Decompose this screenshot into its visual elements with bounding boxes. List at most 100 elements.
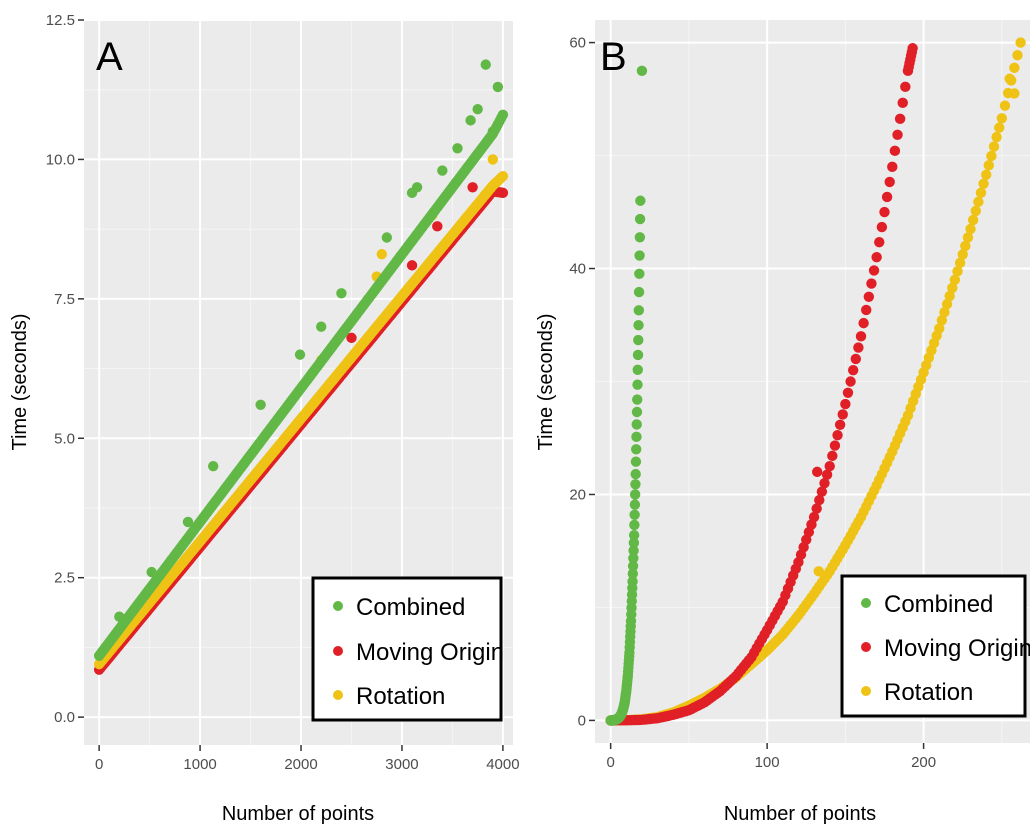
point-rotation	[1012, 50, 1023, 61]
panel-a-ticks: 0 1000 2000 3000 4000 0.0 2.5 5.0 7.5 10.0 12.5	[46, 12, 520, 773]
point-rotation	[980, 169, 992, 180]
panel-b-legend-label-moving-origin: Moving Origin	[884, 635, 1030, 662]
y-tick-label: 20	[569, 486, 586, 503]
point-combined	[631, 419, 642, 430]
point-moving-origin	[845, 376, 856, 387]
point-moving-origin	[496, 187, 507, 198]
panel-a-x-axis-title: Number of points	[222, 803, 374, 825]
point-moving-origin	[743, 655, 755, 666]
panel-a-grid	[84, 19, 513, 745]
point-combined	[480, 59, 491, 70]
y-tick-label: 0	[578, 712, 586, 729]
point-combined	[630, 456, 642, 467]
point-rotation	[813, 566, 824, 577]
point-moving-origin	[881, 191, 893, 203]
point-combined	[634, 250, 645, 261]
y-tick-label: 0.0	[54, 709, 75, 726]
point-rotation	[936, 315, 948, 326]
point-combined	[630, 468, 641, 480]
point-rotation	[947, 282, 958, 294]
point-rotation	[941, 298, 953, 310]
point-combined	[452, 143, 463, 154]
series-rotation	[93, 154, 509, 670]
point-rotation	[952, 266, 963, 277]
point-moving-origin	[811, 466, 823, 478]
panel-b-legend-label-combined: Combined	[884, 591, 993, 618]
panel-a-y-axis-title: Time (seconds)	[9, 313, 31, 450]
point-combined	[628, 529, 640, 541]
point-combined	[492, 81, 504, 93]
point-moving-origin	[840, 398, 851, 410]
point-moving-origin	[811, 503, 822, 514]
point-rotation	[978, 178, 989, 190]
point-rotation	[957, 249, 968, 260]
point-combined	[255, 399, 266, 411]
point-rotation	[991, 131, 1002, 143]
point-moving-origin	[900, 81, 911, 93]
point-moving-origin	[432, 221, 443, 232]
y-tick-label: 10.0	[46, 151, 75, 168]
point-moving-origin	[819, 477, 830, 489]
point-rotation	[954, 257, 966, 269]
point-combined	[472, 104, 483, 115]
point-combined	[633, 286, 645, 298]
point-combined	[636, 65, 648, 77]
y-tick-label: 12.5	[46, 12, 75, 29]
x-tick-label: 2000	[284, 756, 317, 773]
point-rotation	[996, 113, 1008, 124]
x-tick-label: 0	[95, 756, 103, 773]
point-combined	[316, 321, 327, 332]
x-tick-label: 3000	[385, 756, 418, 773]
point-moving-origin	[824, 461, 835, 472]
series-moving-origin	[605, 43, 918, 726]
point-combined	[631, 406, 643, 418]
panel-a-legend-key-moving-origin	[333, 646, 343, 656]
point-combined	[336, 288, 347, 299]
point-moving-origin	[834, 419, 846, 431]
point-moving-origin	[827, 450, 838, 462]
point-combined	[635, 195, 646, 206]
point-rotation	[967, 214, 979, 226]
x-tick-label: 1000	[183, 756, 216, 773]
y-tick-label: 7.5	[54, 291, 75, 308]
point-combined	[632, 364, 643, 376]
point-combined	[465, 115, 476, 126]
point-rotation	[806, 592, 817, 603]
series-combined	[93, 59, 509, 661]
point-rotation	[853, 516, 864, 527]
point-combined	[633, 334, 644, 346]
point-moving-origin	[837, 409, 848, 420]
point-combined	[630, 479, 641, 490]
point-rotation	[949, 274, 961, 286]
point-combined	[437, 165, 448, 176]
point-moving-origin	[884, 176, 895, 188]
point-rotation	[983, 160, 994, 171]
panel-b-legend-key-moving-origin	[861, 642, 871, 652]
point-rotation	[999, 100, 1011, 111]
panel-a-legend-key-combined	[333, 601, 343, 611]
point-moving-origin	[892, 129, 903, 141]
panel-a-legend-label-rotation: Rotation	[356, 683, 445, 710]
point-rotation	[960, 240, 971, 252]
point-moving-origin	[906, 46, 918, 58]
point-combined	[632, 379, 643, 390]
point-rotation	[994, 122, 1005, 133]
panel-b-legend-key-combined	[861, 598, 871, 608]
point-moving-origin	[842, 387, 854, 398]
point-moving-origin	[806, 519, 817, 530]
point-combined	[634, 232, 646, 243]
panel-a-legend-box	[311, 576, 503, 722]
point-moving-origin	[467, 182, 478, 193]
point-rotation	[973, 196, 984, 208]
point-combined	[411, 182, 423, 193]
point-combined	[633, 320, 644, 331]
point-rotation	[868, 485, 880, 496]
point-moving-origin	[346, 332, 357, 344]
point-moving-origin	[879, 206, 890, 218]
point-combined	[294, 349, 306, 360]
point-rotation	[900, 416, 911, 427]
point-rotation	[944, 290, 955, 302]
y-tick-label: 5.0	[54, 430, 75, 447]
point-rotation	[487, 154, 499, 165]
